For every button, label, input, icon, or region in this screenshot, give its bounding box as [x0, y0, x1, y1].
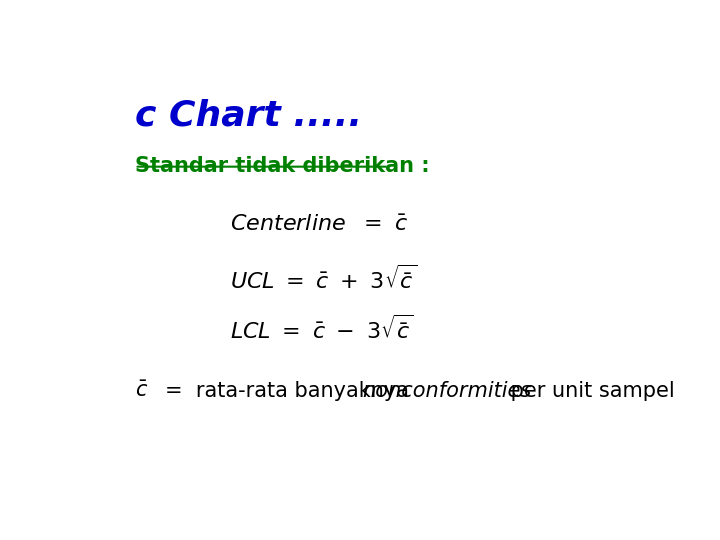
Text: nonconformities: nonconformities — [362, 381, 531, 401]
Text: per unit sampel: per unit sampel — [504, 381, 675, 401]
Text: $\bar{c}$: $\bar{c}$ — [135, 381, 148, 401]
Text: =  rata-rata banyaknya: = rata-rata banyaknya — [166, 381, 416, 401]
Text: Standar tidak diberikan :: Standar tidak diberikan : — [135, 156, 429, 176]
Text: $\mathit{Centerline}\ \ =\ \bar{c}$: $\mathit{Centerline}\ \ =\ \bar{c}$ — [230, 214, 408, 235]
Text: c Chart .....: c Chart ..... — [135, 98, 361, 132]
Text: $\mathit{UCL}\ =\ \bar{c}\ +\ 3\sqrt{\bar{c}}$: $\mathit{UCL}\ =\ \bar{c}\ +\ 3\sqrt{\ba… — [230, 265, 416, 294]
Text: $\mathit{LCL}\ =\ \bar{c}\ -\ 3\sqrt{\bar{c}}$: $\mathit{LCL}\ =\ \bar{c}\ -\ 3\sqrt{\ba… — [230, 314, 413, 343]
